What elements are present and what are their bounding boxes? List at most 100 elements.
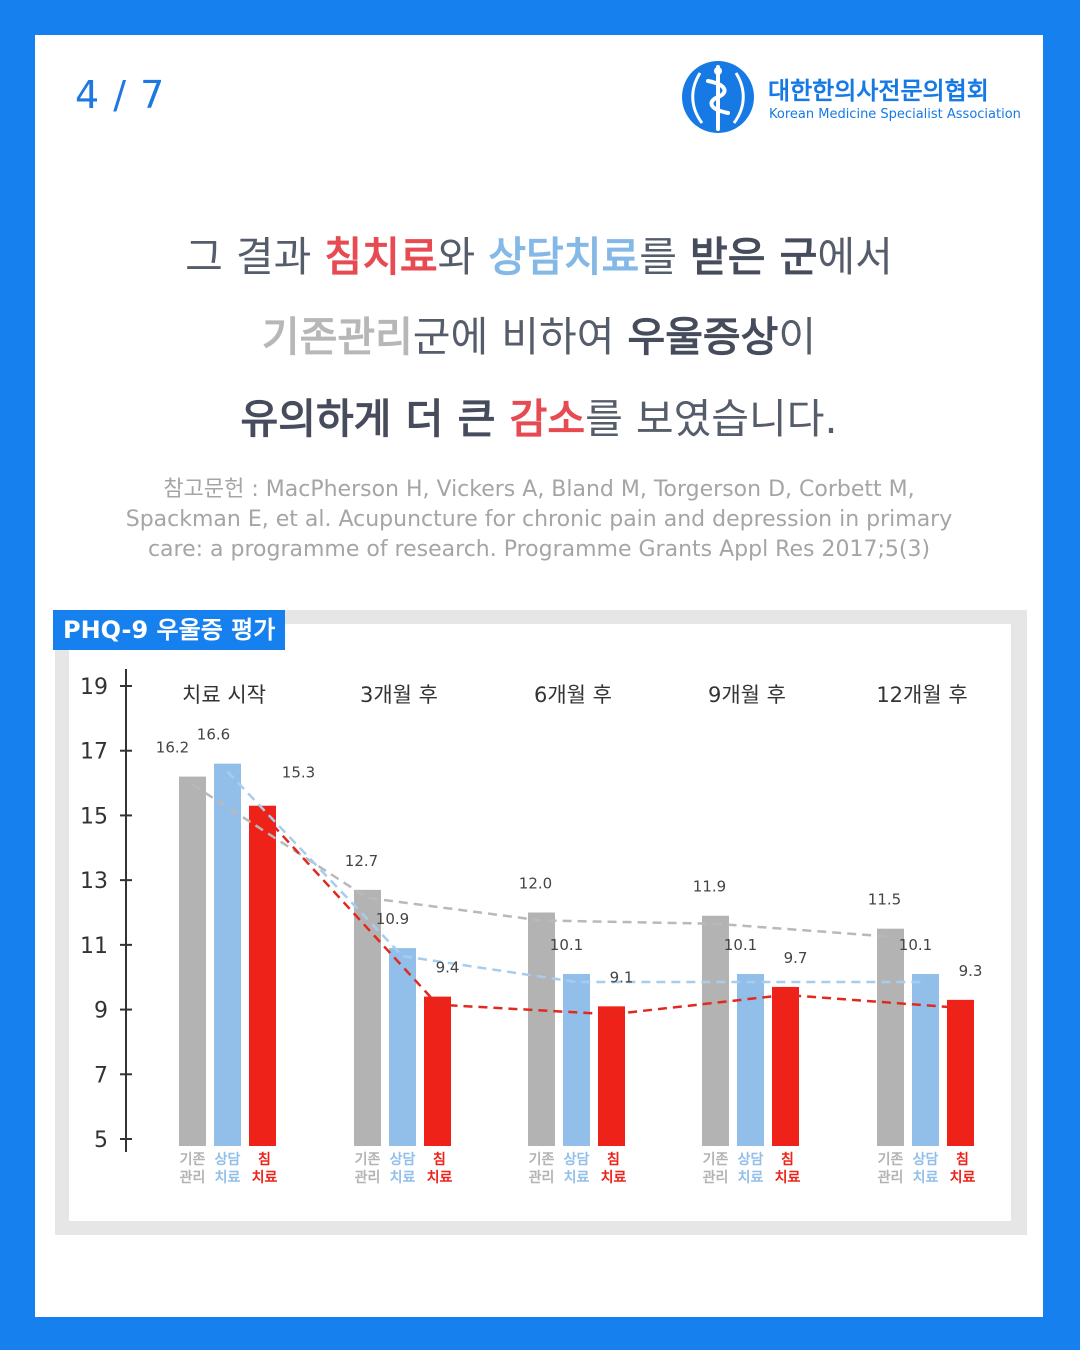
series-label-top: 상담 bbox=[390, 1151, 416, 1168]
bar bbox=[528, 912, 555, 1146]
card: 4 / 7 대한한의사전문의협회 Korean Medicine Special… bbox=[35, 35, 1043, 1317]
group-label: 9개월 후 bbox=[708, 683, 786, 707]
caduceus-icon bbox=[682, 61, 754, 133]
bar bbox=[249, 805, 276, 1146]
series-label-top: 상담 bbox=[913, 1151, 939, 1168]
association-logo: 대한한의사전문의협회 Korean Medicine Specialist As… bbox=[680, 59, 1030, 135]
headline-line-2: 기존관리군에 비하여 우울증상이 bbox=[35, 303, 1043, 363]
headline-line2-segment-0: 기존관리 bbox=[261, 313, 413, 361]
association-name-english: Korean Medicine Specialist Association bbox=[769, 107, 1021, 122]
series-label-bottom: 치료 bbox=[601, 1170, 627, 1186]
value-label: 10.1 bbox=[724, 936, 757, 954]
series-label-bottom: 관리 bbox=[529, 1169, 555, 1186]
series-label-top: 침 bbox=[956, 1152, 969, 1168]
group-label: 6개월 후 bbox=[534, 683, 612, 707]
reference-line-2: Spackman E, et al. Acupuncture for chron… bbox=[125, 507, 953, 532]
trend-line bbox=[261, 812, 961, 1016]
series-label-top: 기존 bbox=[355, 1152, 381, 1168]
series-label-top: 기존 bbox=[180, 1152, 206, 1168]
bar bbox=[389, 948, 416, 1146]
value-label: 15.3 bbox=[282, 764, 315, 782]
bar bbox=[947, 999, 974, 1146]
page-indicator: 4 / 7 bbox=[75, 73, 166, 117]
headline-line1-segment-5: 받은 군 bbox=[689, 233, 818, 281]
bar bbox=[772, 986, 799, 1146]
value-label: 16.6 bbox=[197, 726, 230, 744]
reference-line-3: care: a programme of research. Programme… bbox=[147, 537, 931, 562]
series-label-bottom: 치료 bbox=[252, 1170, 278, 1186]
headline-line-3: 유의하게 더 큰 감소를 보였습니다. bbox=[35, 385, 1043, 445]
headline-line1-segment-0: 그 결과 bbox=[185, 233, 325, 281]
value-label: 12.7 bbox=[345, 852, 378, 870]
association-name-korean: 대한한의사전문의협회 bbox=[768, 77, 989, 105]
series-label-bottom: 치료 bbox=[564, 1170, 590, 1186]
headline-line2-segment-3: 이 bbox=[778, 313, 817, 361]
series-label-bottom: 치료 bbox=[775, 1170, 801, 1186]
series-label-top: 상담 bbox=[564, 1151, 590, 1168]
headline-line1-segment-3: 상담치료 bbox=[488, 233, 640, 281]
value-label: 12.0 bbox=[519, 875, 552, 893]
chart-area: 5 7 9 11 13 15 17 19 치료 시작 기존 관리 상담 치료 침 치료 3개월 후 기존 관리 상담… bbox=[69, 624, 1011, 1221]
bar bbox=[354, 889, 381, 1146]
y-tick-label: 9 bbox=[94, 999, 108, 1024]
y-tick-label: 15 bbox=[80, 804, 108, 829]
series-label-bottom: 치료 bbox=[950, 1170, 976, 1186]
y-tick-label: 13 bbox=[80, 869, 108, 894]
headline-line1-segment-6: 에서 bbox=[817, 233, 893, 281]
headline-line1-segment-4: 를 bbox=[639, 233, 690, 281]
headline-line3-segment-2: 를 보였습니다. bbox=[585, 395, 838, 443]
bar bbox=[912, 973, 939, 1146]
headline-line1-segment-2: 와 bbox=[437, 233, 489, 281]
series-label-bottom: 관리 bbox=[703, 1169, 729, 1186]
y-tick-label: 19 bbox=[80, 675, 108, 700]
chart-frame: 5 7 9 11 13 15 17 19 치료 시작 기존 관리 상담 치료 침 치료 3개월 후 기존 관리 상담… bbox=[55, 610, 1027, 1235]
bar bbox=[702, 915, 729, 1146]
value-label: 10.9 bbox=[376, 910, 409, 928]
value-label: 10.1 bbox=[899, 936, 932, 954]
series-label-top: 상담 bbox=[215, 1151, 241, 1168]
group-label: 3개월 후 bbox=[360, 683, 438, 707]
series-label-bottom: 치료 bbox=[738, 1170, 764, 1186]
group-label: 치료 시작 bbox=[182, 683, 266, 707]
group-label: 12개월 후 bbox=[876, 683, 967, 707]
headline-line-1: 그 결과 침치료와 상담치료를 받은 군에서 bbox=[35, 223, 1043, 283]
bar bbox=[179, 776, 206, 1146]
value-label: 9.7 bbox=[784, 949, 808, 967]
value-label: 9.4 bbox=[436, 959, 460, 977]
bar bbox=[737, 973, 764, 1146]
series-label-top: 기존 bbox=[529, 1152, 555, 1168]
trend-line bbox=[226, 770, 926, 984]
y-tick-label: 7 bbox=[94, 1063, 108, 1088]
bar bbox=[598, 1006, 625, 1146]
chart-title-badge: PHQ-9 우울증 평가 bbox=[53, 610, 286, 650]
headline-line1-segment-1: 침치료 bbox=[324, 233, 438, 281]
value-label: 11.9 bbox=[693, 878, 726, 896]
trend-line bbox=[191, 783, 891, 938]
series-label-top: 기존 bbox=[878, 1152, 904, 1168]
series-label-top: 침 bbox=[607, 1152, 620, 1168]
headline-line3-segment-1: 감소 bbox=[509, 395, 586, 443]
y-tick-label: 11 bbox=[80, 934, 108, 959]
series-label-top: 기존 bbox=[703, 1152, 729, 1168]
series-label-bottom: 관리 bbox=[355, 1169, 381, 1186]
series-label-bottom: 치료 bbox=[427, 1170, 453, 1186]
headline-line2-segment-1: 군에 비하여 bbox=[412, 313, 628, 361]
series-label-top: 침 bbox=[433, 1152, 446, 1168]
series-label-bottom: 치료 bbox=[913, 1170, 939, 1186]
y-tick-label: 5 bbox=[94, 1128, 108, 1153]
headline-line2-segment-2: 우울증상 bbox=[627, 313, 779, 361]
series-label-bottom: 관리 bbox=[180, 1169, 206, 1186]
series-label-top: 침 bbox=[781, 1152, 794, 1168]
bar bbox=[424, 996, 451, 1146]
series-label-bottom: 관리 bbox=[878, 1169, 904, 1186]
value-label: 16.2 bbox=[156, 739, 189, 757]
value-label: 9.1 bbox=[610, 968, 634, 986]
y-tick-label: 17 bbox=[80, 740, 108, 765]
value-label: 11.5 bbox=[868, 891, 901, 909]
reference-line-1: 참고문헌 : MacPherson H, Vickers A, Bland M,… bbox=[163, 477, 915, 502]
series-label-top: 상담 bbox=[738, 1151, 764, 1168]
series-label-bottom: 치료 bbox=[215, 1170, 241, 1186]
value-label: 9.3 bbox=[959, 962, 983, 980]
headline-line3-segment-0: 유의하게 더 큰 bbox=[240, 395, 510, 443]
